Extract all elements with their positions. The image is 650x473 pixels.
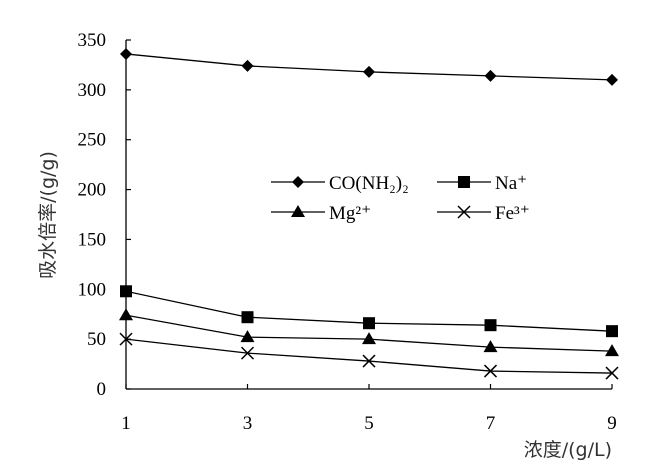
x-tick-label: 3 (243, 413, 253, 434)
x-tick-label: 9 (607, 413, 617, 434)
y-tick-label: 100 (78, 279, 107, 300)
data-point (605, 344, 619, 357)
x-tick-label: 1 (121, 413, 131, 434)
legend-label: Fe³⁺ (495, 203, 530, 224)
x-marker-stroke (483, 364, 498, 378)
data-point (119, 308, 133, 321)
x-marker-stroke (362, 354, 376, 368)
data-point (606, 325, 618, 338)
x-tick-label: 7 (486, 413, 496, 434)
legend-item: Mg²⁺ (271, 203, 371, 224)
data-point (240, 346, 255, 360)
legend-marker (292, 176, 304, 188)
y-tick-label: 350 (78, 30, 107, 51)
series-3 (119, 332, 619, 380)
data-point (241, 311, 254, 324)
y-tick-label: 0 (97, 379, 107, 400)
x-marker-stroke (457, 205, 471, 219)
y-tick-label: 50 (87, 329, 106, 350)
legend-marker (291, 205, 305, 217)
data-point (363, 317, 375, 330)
data-point (362, 354, 376, 368)
legend-marker (458, 176, 470, 188)
series-line (125, 338, 613, 374)
x-marker-stroke (119, 332, 133, 346)
legend-label: CO(NH₂)₂ (329, 173, 409, 194)
data-point (119, 332, 133, 346)
x-axis-title: 浓度/(g/L) (524, 439, 612, 461)
data-point (484, 69, 497, 82)
data-point (240, 330, 255, 343)
data-point (363, 65, 375, 78)
data-point (605, 366, 619, 380)
legend-item: Fe³⁺ (437, 203, 530, 224)
data-point (483, 364, 498, 378)
series-1 (120, 285, 618, 338)
data-point (241, 59, 254, 72)
data-point (120, 47, 132, 60)
data-point (120, 285, 132, 298)
legend-item: Na⁺ (437, 173, 527, 194)
x-tick-label: 5 (364, 413, 374, 434)
legend-label: Na⁺ (495, 173, 527, 194)
series-0 (120, 47, 618, 86)
y-tick-label: 200 (78, 180, 107, 201)
legend: CO(NH₂)₂ Na⁺ Mg²⁺ Fe³⁺ (271, 173, 530, 224)
legend-item: CO(NH₂)₂ (271, 173, 409, 194)
x-marker-stroke (240, 346, 255, 360)
y-axis-title: 吸水倍率/(g/g) (37, 151, 59, 279)
ticks: 0 50 100 150 200 250 300 350 1 3 5 7 9 (78, 30, 617, 434)
data-point (362, 332, 376, 345)
data-point (483, 340, 498, 353)
data-point (606, 73, 618, 86)
series-group (119, 47, 619, 380)
series-2 (119, 308, 619, 357)
y-tick-label: 300 (78, 80, 107, 101)
x-marker-stroke (605, 366, 619, 380)
data-point (484, 319, 497, 332)
y-tick-label: 150 (78, 229, 107, 250)
legend-label: Mg²⁺ (329, 203, 371, 224)
legend-marker (457, 205, 471, 219)
y-tick-label: 250 (78, 130, 107, 151)
